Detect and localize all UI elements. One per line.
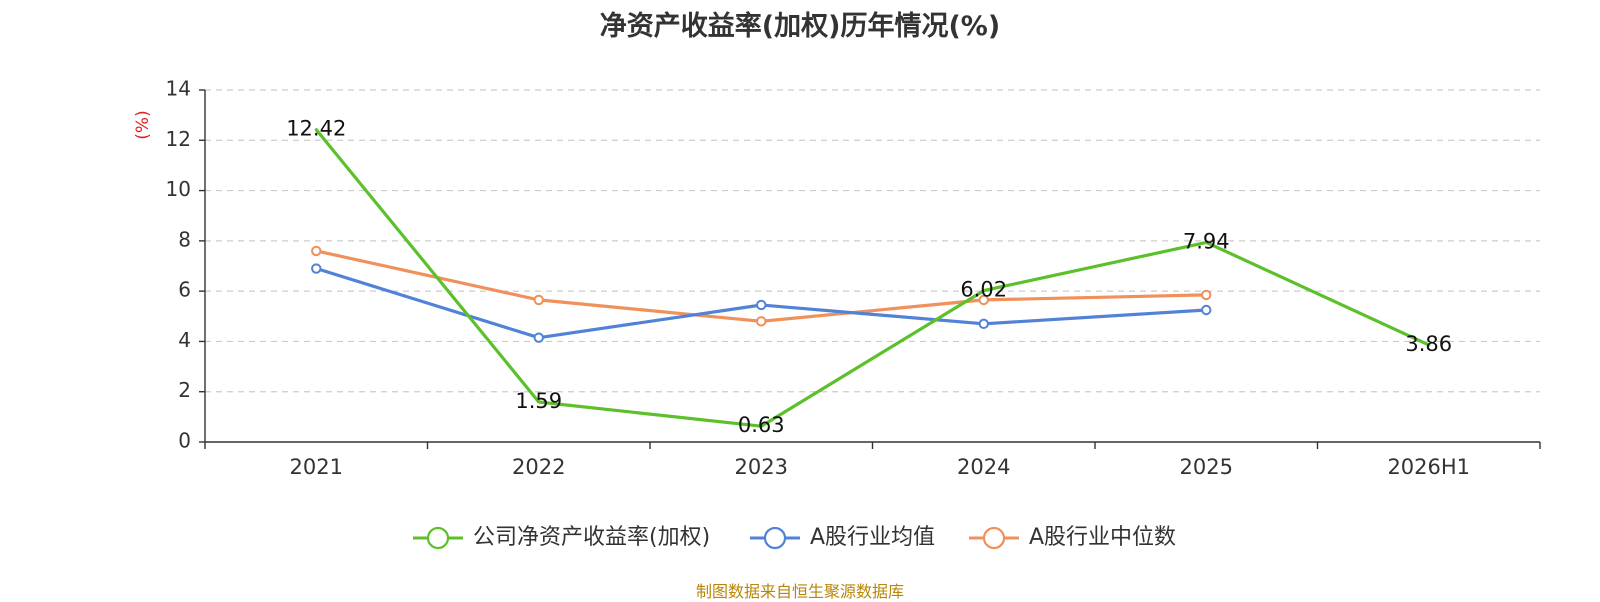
data-label: 6.02 xyxy=(960,278,1007,302)
y-tick-label: 12 xyxy=(166,127,191,151)
legend-label: 公司净资产收益率(加权) xyxy=(473,525,710,550)
data-point xyxy=(533,294,544,306)
x-tick-label: 2024 xyxy=(957,455,1010,479)
data-point xyxy=(533,332,544,343)
data-label: 3.86 xyxy=(1405,332,1452,356)
data-point xyxy=(978,318,989,330)
legend-swatch-marker xyxy=(426,526,450,550)
x-tick-label: 2021 xyxy=(290,455,343,479)
data-point xyxy=(1201,304,1212,316)
data-point xyxy=(756,316,767,327)
data-point xyxy=(978,294,989,306)
source-note: 制图数据来自恒生聚源数据库 xyxy=(695,582,904,601)
legend-swatch-marker xyxy=(763,526,787,550)
legend-swatch-marker xyxy=(982,526,1006,550)
data-label: 1.59 xyxy=(515,389,562,413)
data-label: 12.42 xyxy=(286,117,346,141)
data-point xyxy=(311,245,322,257)
data-label: 7.94 xyxy=(1183,229,1230,253)
y-tick-label: 6 xyxy=(178,278,191,302)
y-tick-label: 0 xyxy=(178,429,191,453)
series-line xyxy=(314,128,1431,428)
x-tick-label: 2025 xyxy=(1180,455,1233,479)
data-label: 0.63 xyxy=(738,413,785,437)
data-point xyxy=(1201,289,1212,301)
y-tick-label: 8 xyxy=(178,227,191,251)
x-tick-label: 2023 xyxy=(735,455,788,479)
y-tick-label: 14 xyxy=(166,77,191,101)
data-point xyxy=(311,263,322,274)
legend-label: A股行业均值 xyxy=(810,525,935,550)
y-tick-label: 10 xyxy=(166,177,191,201)
x-tick-label: 2026H1 xyxy=(1387,455,1470,479)
x-tick-label: 2022 xyxy=(512,455,565,479)
y-tick-label: 2 xyxy=(178,378,191,402)
y-axis-label: (%) xyxy=(133,110,153,139)
chart-title: 净资产收益率(加权)历年情况(%) xyxy=(599,11,1001,42)
y-tick-label: 4 xyxy=(178,328,191,352)
legend-label: A股行业中位数 xyxy=(1029,525,1176,550)
data-point xyxy=(756,299,767,311)
